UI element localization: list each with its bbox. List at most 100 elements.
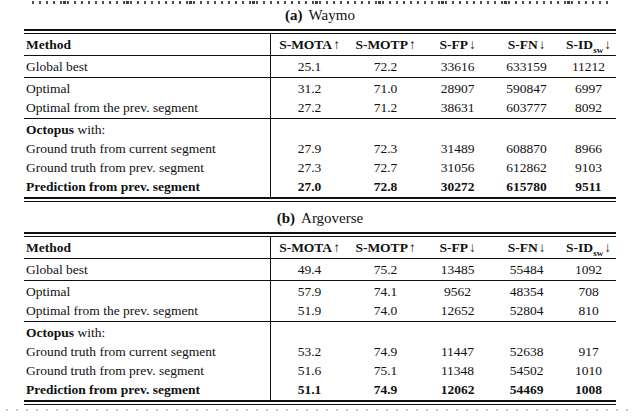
- value-cell: 9562: [423, 281, 492, 301]
- value-cell: 38631: [423, 98, 492, 118]
- column-header-sfn: S-FN↓: [492, 34, 561, 55]
- method-cell: Optimal: [24, 78, 271, 98]
- method-cell: Octopus with:: [24, 322, 271, 342]
- value-cell: 1092: [561, 259, 616, 280]
- results-table-argoverse: Method S-MOTA↑ S-MOTP↑ S-FP↓ S-FN↓ S-IDs…: [24, 232, 616, 405]
- clipped-text-bottom: [6, 409, 634, 411]
- column-header-smotp: S-MOTP↑: [348, 34, 423, 55]
- column-header-smota: S-MOTA↑: [271, 34, 348, 55]
- row-global-best: Global best 49.4 75.2 13485 55484 1092: [24, 259, 616, 280]
- column-header-sfp: S-FP↓: [423, 34, 492, 55]
- value-cell: 612862: [492, 158, 561, 177]
- table-bottom-rule: [24, 197, 616, 202]
- row-gt-prev: Ground truth from prev. segment 27.3 72.…: [24, 158, 616, 177]
- value-cell: 590847: [492, 78, 561, 98]
- value-cell: 9103: [561, 158, 616, 177]
- value-cell: 6997: [561, 78, 616, 98]
- column-header-sidsw: S-IDsw↓: [561, 237, 616, 258]
- subtable-caption-a: (a) Waymo: [0, 6, 640, 24]
- value-cell: 74.1: [348, 281, 423, 301]
- down-arrow-icon: ↓: [469, 37, 476, 52]
- row-global-best: Global best 25.1 72.2 33616 633159 11212: [24, 56, 616, 77]
- subtable-caption-b: (b)Argoverse: [0, 209, 640, 227]
- table-header-row: Method S-MOTA↑ S-MOTP↑ S-FP↓ S-FN↓ S-IDs…: [24, 34, 616, 55]
- value-cell: 72.8: [348, 177, 423, 197]
- subtable-title: Argoverse: [301, 210, 363, 226]
- down-arrow-icon: ↓: [539, 37, 546, 52]
- method-cell: Optimal from the prev. segment: [24, 98, 271, 118]
- value-cell: 11447: [423, 342, 492, 361]
- value-cell: 71.0: [348, 78, 423, 98]
- column-header-smotp: S-MOTP↑: [348, 237, 423, 258]
- value-cell: 53.2: [271, 342, 348, 361]
- method-cell: Global best: [24, 259, 271, 280]
- value-cell: 9511: [561, 177, 616, 197]
- value-cell: 74.0: [348, 301, 423, 321]
- value-cell: 8092: [561, 98, 616, 118]
- value-cell-empty: [271, 119, 348, 139]
- value-cell: 27.9: [271, 139, 348, 158]
- column-header-sfp: S-FP↓: [423, 237, 492, 258]
- value-cell: 48354: [492, 281, 561, 301]
- value-cell: 71.2: [348, 98, 423, 118]
- up-arrow-icon: ↑: [333, 240, 340, 255]
- column-header-sfn: S-FN↓: [492, 237, 561, 258]
- down-arrow-icon: ↓: [604, 37, 611, 52]
- value-cell: 31056: [423, 158, 492, 177]
- method-cell: Optimal: [24, 281, 271, 301]
- value-cell: 75.1: [348, 361, 423, 380]
- value-cell: 55484: [492, 259, 561, 280]
- value-cell: 27.2: [271, 98, 348, 118]
- up-arrow-icon: ↑: [409, 37, 416, 52]
- method-cell: Prediction from prev. segment: [24, 177, 271, 197]
- row-optimal-prev: Optimal from the prev. segment 51.9 74.0…: [24, 301, 616, 321]
- value-cell: 72.3: [348, 139, 423, 158]
- value-cell: 51.9: [271, 301, 348, 321]
- row-optimal: Optimal 31.2 71.0 28907 590847 6997: [24, 78, 616, 98]
- column-header-method: Method: [24, 237, 271, 258]
- value-cell: 54469: [492, 380, 561, 400]
- row-octopus-header: Octopus with:: [24, 322, 616, 342]
- clipped-text-top: [32, 1, 610, 4]
- value-cell: 27.3: [271, 158, 348, 177]
- method-cell: Optimal from the prev. segment: [24, 301, 271, 321]
- value-cell: 52804: [492, 301, 561, 321]
- row-gt-prev: Ground truth from prev. segment 51.6 75.…: [24, 361, 616, 380]
- value-cell: 12652: [423, 301, 492, 321]
- paper-table-figure: (a) Waymo Method S-MOTA↑ S-MOTP↑ S-FP↓ S-…: [0, 0, 640, 405]
- column-header-smota: S-MOTA↑: [271, 237, 348, 258]
- value-cell: 72.2: [348, 56, 423, 77]
- value-cell: 31489: [423, 139, 492, 158]
- value-cell-empty: [561, 322, 616, 342]
- row-gt-current: Ground truth from current segment 53.2 7…: [24, 342, 616, 361]
- subtable-title: Waymo: [309, 7, 355, 23]
- column-header-sidsw: S-IDsw↓: [561, 34, 616, 55]
- value-cell: 52638: [492, 342, 561, 361]
- value-cell: 30272: [423, 177, 492, 197]
- value-cell: 72.7: [348, 158, 423, 177]
- value-cell-empty: [423, 322, 492, 342]
- row-gt-current: Ground truth from current segment 27.9 7…: [24, 139, 616, 158]
- method-cell: Octopus with:: [24, 119, 271, 139]
- method-cell: Ground truth from prev. segment: [24, 361, 271, 380]
- value-cell: 54502: [492, 361, 561, 380]
- value-cell: 25.1: [271, 56, 348, 77]
- row-prediction-prev: Prediction from prev. segment 27.0 72.8 …: [24, 177, 616, 197]
- value-cell-empty: [561, 119, 616, 139]
- value-cell: 31.2: [271, 78, 348, 98]
- table-bottom-rule: [24, 400, 616, 405]
- method-cell: Ground truth from prev. segment: [24, 158, 271, 177]
- value-cell: 1010: [561, 361, 616, 380]
- method-cell: Ground truth from current segment: [24, 139, 271, 158]
- table-header-row: Method S-MOTA↑ S-MOTP↑ S-FP↓ S-FN↓ S-IDs…: [24, 237, 616, 258]
- value-cell: 603777: [492, 98, 561, 118]
- method-cell: Global best: [24, 56, 271, 77]
- value-cell-empty: [492, 322, 561, 342]
- results-table-waymo: Method S-MOTA↑ S-MOTP↑ S-FP↓ S-FN↓ S-IDs…: [24, 29, 616, 202]
- value-cell: 11212: [561, 56, 616, 77]
- value-cell: 13485: [423, 259, 492, 280]
- subtable-label: (a): [285, 7, 303, 23]
- value-cell: 608870: [492, 139, 561, 158]
- up-arrow-icon: ↑: [409, 240, 416, 255]
- row-optimal: Optimal 57.9 74.1 9562 48354 708: [24, 281, 616, 301]
